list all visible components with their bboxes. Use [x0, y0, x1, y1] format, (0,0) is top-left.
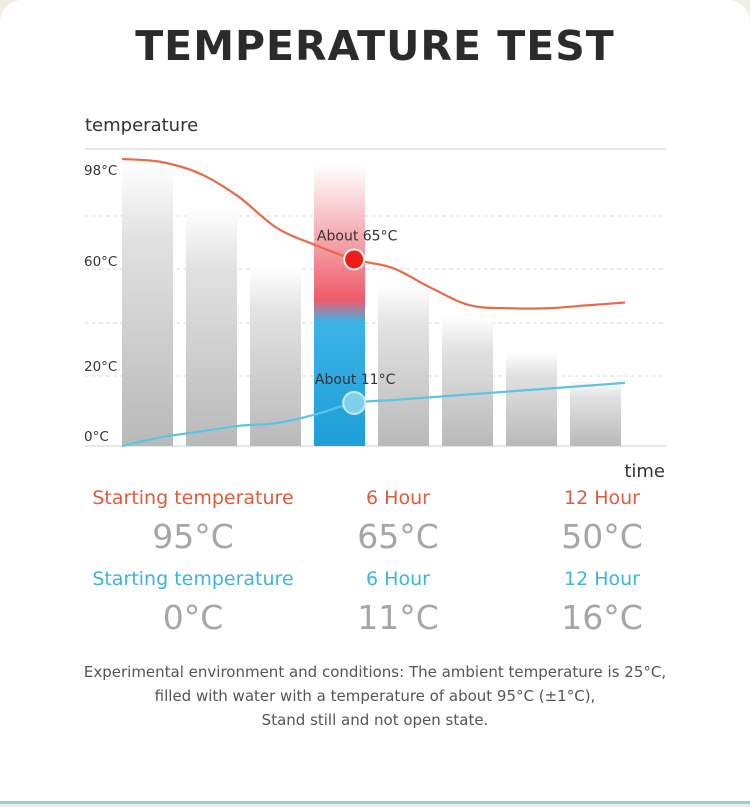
cold-marker [342, 390, 367, 415]
x-axis-label: time [624, 461, 665, 480]
cold-6h-value: 11°C [357, 598, 439, 637]
bar-0 [122, 164, 173, 447]
hot-annotation-label: About 65°C [317, 228, 398, 244]
bar-5 [442, 316, 493, 446]
hot-start-value: 95°C [152, 517, 234, 556]
cold-12h-value: 16°C [561, 598, 643, 637]
bar-1 [186, 207, 237, 446]
bar-4 [378, 285, 429, 446]
cold-12h-label: 12 Hour [564, 568, 640, 590]
y-axis-label: temperature [85, 115, 198, 136]
hot-12h-label: 12 Hour [564, 487, 640, 509]
hot-marker [345, 250, 364, 269]
cold-annotation-label: About 11°C [315, 372, 396, 388]
bar-7 [570, 379, 621, 446]
cold-start-label: Starting temperature [92, 568, 294, 590]
hot-6h-value: 65°C [357, 517, 439, 556]
note-line-1: Experimental environment and conditions:… [83, 663, 667, 681]
bar-6 [506, 351, 557, 446]
note-line-3: Stand still and not open state. [261, 711, 489, 729]
y-tick-label-0: 98°C [84, 163, 117, 179]
y-tick-label-2: 20°C [84, 359, 117, 375]
cold-6h-label: 6 Hour [366, 568, 430, 590]
experiment-note: Experimental environment and conditions:… [0, 660, 750, 732]
hot-12h-value: 50°C [561, 517, 643, 556]
temperature-chart: temperature time 98°C 60°C 20°C 0°C About 65°C… [84, 115, 666, 480]
hot-start-label: Starting temperature [92, 487, 294, 509]
hot-6h-label: 6 Hour [366, 487, 430, 509]
y-tick-label-3: 0°C [84, 429, 109, 445]
bar-2 [250, 268, 301, 446]
page-title: TEMPERATURE TEST [135, 22, 615, 70]
y-tick-label-1: 60°C [84, 254, 117, 270]
bottom-divider [0, 801, 750, 804]
cold-series-line [121, 381, 626, 448]
hot-series-line [121, 157, 626, 310]
cold-start-value: 0°C [162, 598, 224, 637]
note-line-2: filled with water with a temperature of … [154, 687, 596, 705]
